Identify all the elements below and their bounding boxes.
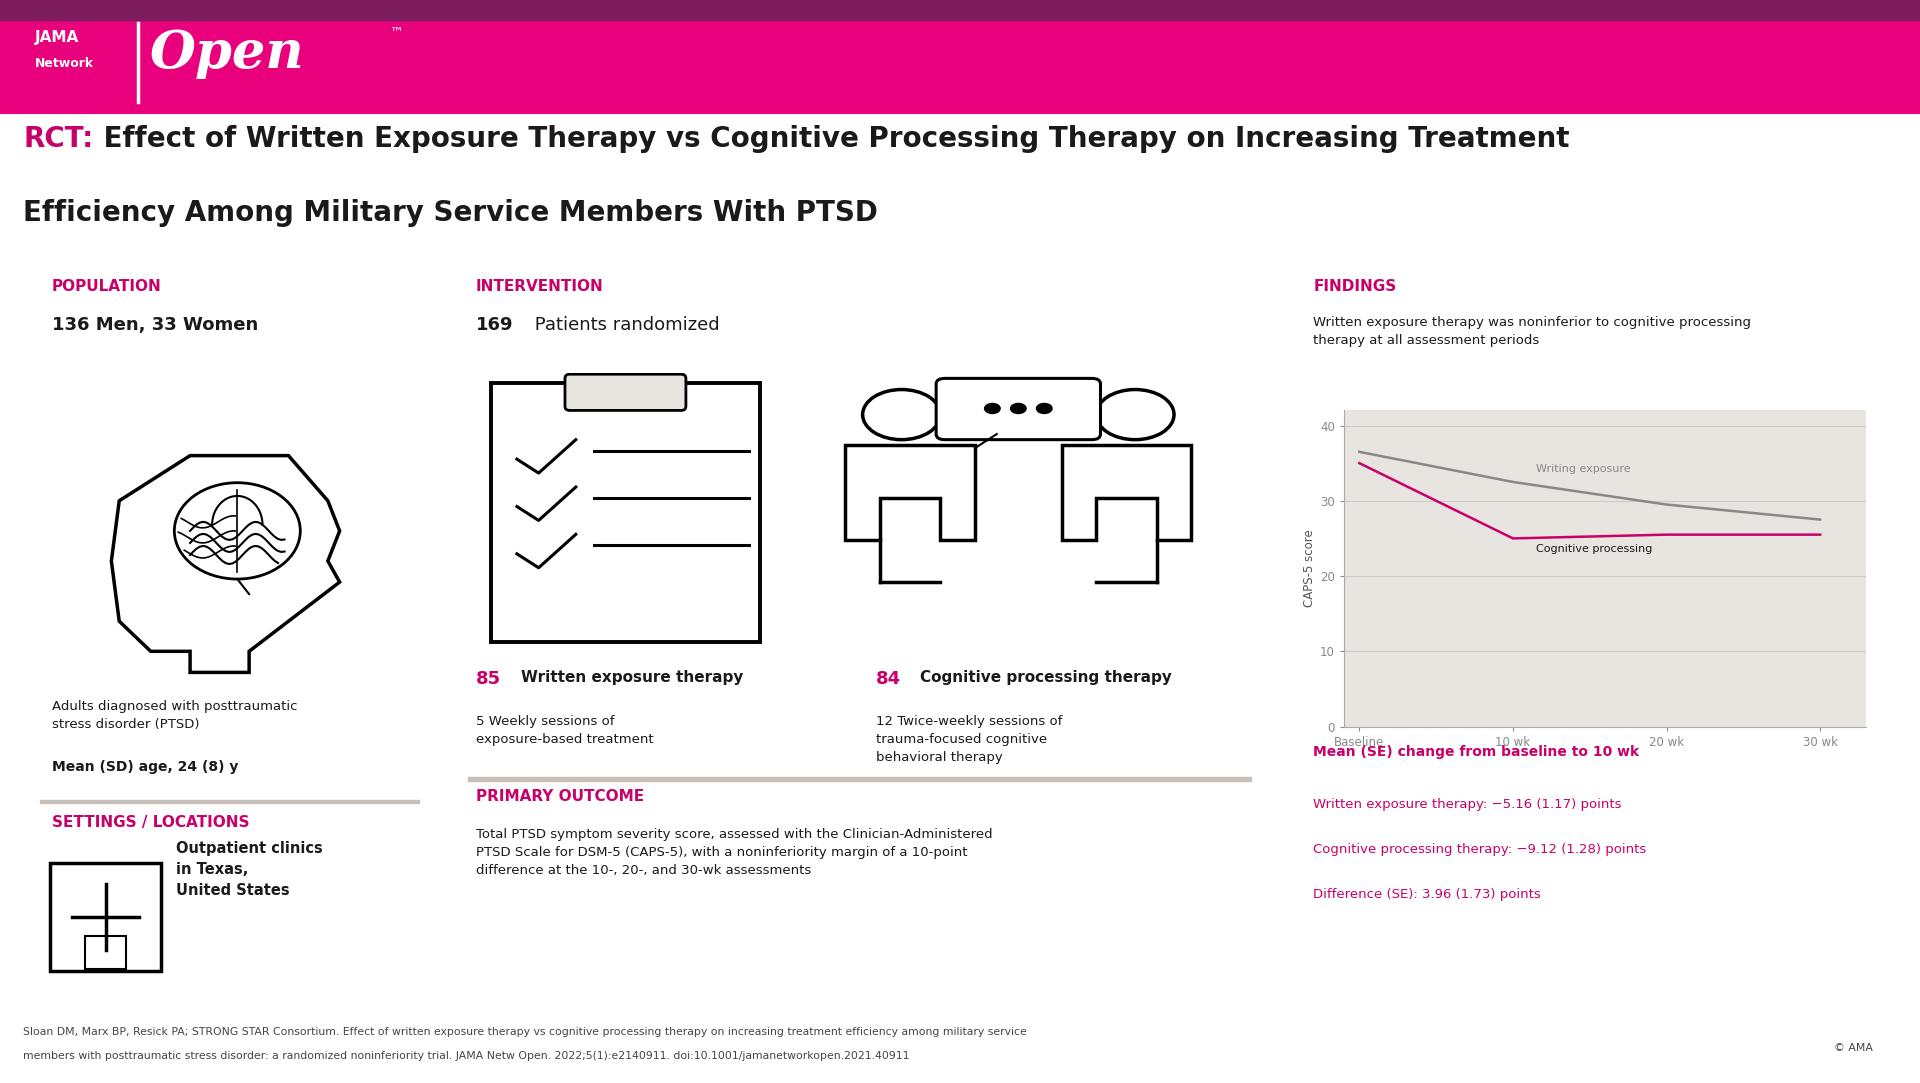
- Circle shape: [1037, 404, 1052, 414]
- Text: Sloan DM, Marx BP, Resick PA; STRONG STAR Consortium. Effect of written exposure: Sloan DM, Marx BP, Resick PA; STRONG STA…: [23, 1027, 1027, 1036]
- Text: © AMA: © AMA: [1834, 1043, 1872, 1053]
- Text: Effect of Written Exposure Therapy vs Cognitive Processing Therapy on Increasing: Effect of Written Exposure Therapy vs Co…: [94, 126, 1571, 154]
- Circle shape: [985, 404, 1000, 414]
- Text: Patients randomized: Patients randomized: [528, 316, 720, 335]
- Text: SETTINGS / LOCATIONS: SETTINGS / LOCATIONS: [52, 815, 250, 831]
- Text: Total PTSD symptom severity score, assessed with the Clinician-Administered
PTSD: Total PTSD symptom severity score, asses…: [476, 828, 993, 877]
- Text: PRIMARY OUTCOME: PRIMARY OUTCOME: [476, 790, 643, 804]
- Text: Cognitive processing: Cognitive processing: [1536, 544, 1653, 554]
- Bar: [40, 799, 419, 804]
- Text: Cognitive processing therapy: −9.12 (1.28) points: Cognitive processing therapy: −9.12 (1.2…: [1313, 844, 1647, 857]
- Text: 12 Twice-weekly sessions of
trauma-focused cognitive
behavioral therapy: 12 Twice-weekly sessions of trauma-focus…: [876, 715, 1062, 765]
- Text: Mean (SD) age, 24 (8) y: Mean (SD) age, 24 (8) y: [52, 760, 238, 774]
- Circle shape: [1010, 404, 1025, 414]
- Text: 5 Weekly sessions of
exposure-based treatment: 5 Weekly sessions of exposure-based trea…: [476, 715, 653, 746]
- Text: INTERVENTION: INTERVENTION: [476, 278, 603, 293]
- Text: Written exposure therapy was noninferior to cognitive processing
therapy at all : Written exposure therapy was noninferior…: [1313, 316, 1751, 348]
- Text: Written exposure therapy: Written exposure therapy: [520, 670, 743, 686]
- Bar: [0, 0, 1920, 21]
- Text: Written exposure therapy: −5.16 (1.17) points: Written exposure therapy: −5.16 (1.17) p…: [1313, 798, 1622, 811]
- Text: POPULATION: POPULATION: [52, 278, 161, 293]
- Text: Cognitive processing therapy: Cognitive processing therapy: [920, 670, 1173, 686]
- Text: RCT:: RCT:: [23, 126, 94, 154]
- Text: Outpatient clinics
in Texas,
United States: Outpatient clinics in Texas, United Stat…: [177, 841, 323, 898]
- Text: Difference (SE): 3.96 (1.73) points: Difference (SE): 3.96 (1.73) points: [1313, 888, 1542, 901]
- Text: ™: ™: [390, 25, 403, 39]
- Text: Efficiency Among Military Service Members With PTSD: Efficiency Among Military Service Member…: [23, 198, 877, 226]
- Bar: [84, 937, 127, 969]
- Text: 136 Men, 33 Women: 136 Men, 33 Women: [52, 316, 257, 335]
- Text: Open: Open: [150, 28, 305, 79]
- Y-axis label: CAPS-5 score: CAPS-5 score: [1304, 530, 1315, 608]
- Bar: [468, 777, 1252, 781]
- FancyBboxPatch shape: [564, 375, 685, 410]
- Text: Network: Network: [35, 57, 94, 70]
- Text: 85: 85: [476, 670, 501, 688]
- FancyBboxPatch shape: [937, 378, 1100, 440]
- Text: Writing exposure: Writing exposure: [1536, 465, 1630, 474]
- Text: Mean (SE) change from baseline to 10 wk: Mean (SE) change from baseline to 10 wk: [1313, 745, 1640, 759]
- Text: JAMA: JAMA: [35, 29, 79, 44]
- Text: Adults diagnosed with posttraumatic
stress disorder (PTSD): Adults diagnosed with posttraumatic stre…: [52, 701, 298, 731]
- Text: FINDINGS: FINDINGS: [1313, 278, 1396, 293]
- Text: members with posttraumatic stress disorder: a randomized noninferiority trial. J: members with posttraumatic stress disord…: [23, 1051, 910, 1060]
- Text: 169: 169: [476, 316, 513, 335]
- Text: 84: 84: [876, 670, 900, 688]
